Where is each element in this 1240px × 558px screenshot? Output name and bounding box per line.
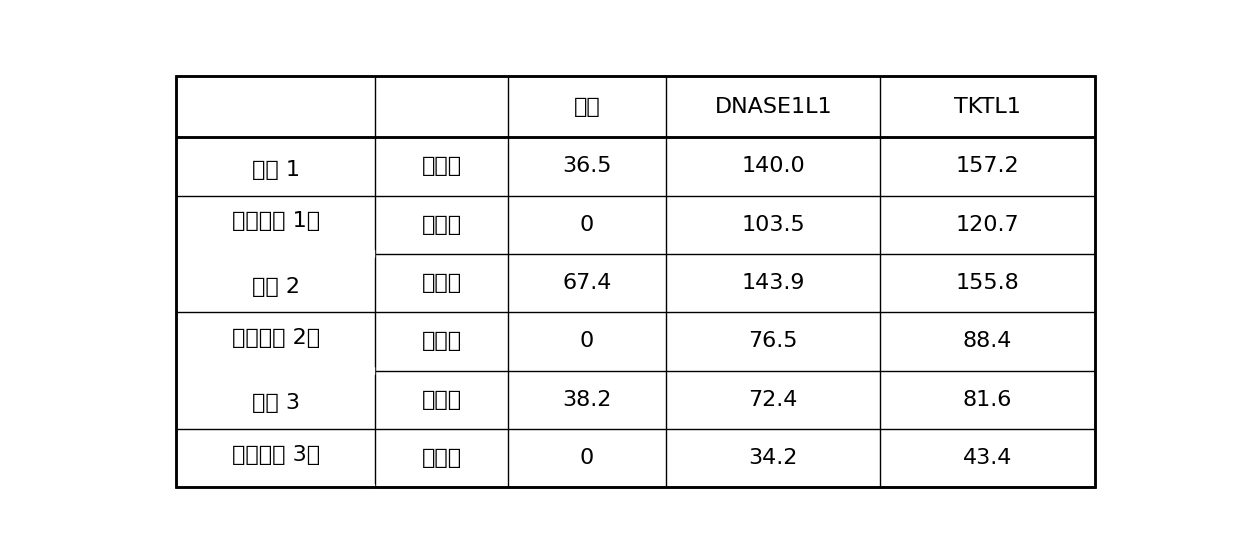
Text: 81.6: 81.6 [963,389,1012,410]
Text: 120.7: 120.7 [956,215,1019,235]
Text: 样本 1: 样本 1 [252,160,300,180]
Text: 最终值: 最终值 [422,448,461,468]
Text: 88.4: 88.4 [963,331,1012,352]
Text: 检测值: 检测值 [422,389,461,410]
Text: 155.8: 155.8 [956,273,1019,293]
Text: 样本 3: 样本 3 [252,393,300,413]
Text: （实施例 1）: （实施例 1） [232,211,320,231]
Text: 72.4: 72.4 [749,389,799,410]
Text: 143.9: 143.9 [742,273,805,293]
Text: 43.4: 43.4 [963,448,1012,468]
Text: TKTL1: TKTL1 [955,97,1021,117]
Text: DNASE1L1: DNASE1L1 [714,97,832,117]
Text: 样本 2: 样本 2 [252,277,300,296]
Text: （实施例 3）: （实施例 3） [232,445,320,464]
Text: 检测值: 检测值 [422,273,461,293]
Text: 对照: 对照 [574,97,600,117]
Text: 76.5: 76.5 [749,331,799,352]
Text: 38.2: 38.2 [562,389,611,410]
Text: 最终值: 最终值 [422,215,461,235]
Text: 36.5: 36.5 [562,156,611,176]
Text: 0: 0 [580,215,594,235]
Text: 140.0: 140.0 [742,156,805,176]
Text: 0: 0 [580,448,594,468]
Bar [177,251,374,257]
Text: （实施例 2）: （实施例 2） [232,328,320,348]
Bar [177,367,374,374]
Text: 0: 0 [580,331,594,352]
Text: 34.2: 34.2 [749,448,799,468]
Text: 103.5: 103.5 [742,215,805,235]
Text: 检测值: 检测值 [422,156,461,176]
Text: 67.4: 67.4 [562,273,611,293]
Text: 最终值: 最终值 [422,331,461,352]
Text: 157.2: 157.2 [956,156,1019,176]
Bar [177,484,374,490]
